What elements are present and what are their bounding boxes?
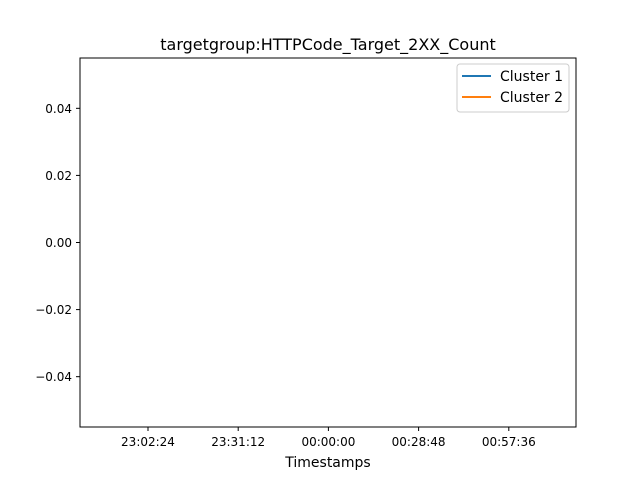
x-tick-label: 23:02:24	[121, 435, 175, 449]
y-tick-label: 0.04	[45, 102, 72, 116]
x-tick-label: 23:31:12	[211, 435, 265, 449]
legend: Cluster 1 Cluster 2	[456, 63, 570, 113]
x-axis-label: Timestamps	[284, 455, 370, 471]
x-tick-label: 00:57:36	[482, 435, 536, 449]
chart-title: targetgroup:HTTPCode_Target_2XX_Count	[160, 35, 496, 55]
x-tick-label: 00:00:00	[301, 435, 355, 449]
y-tick-label: 0.00	[45, 236, 72, 250]
legend-label-cluster-2: Cluster 2	[500, 90, 563, 106]
y-tick-label: 0.02	[45, 169, 72, 183]
y-tick-label: −0.04	[35, 370, 72, 384]
x-tick-label: 00:28:48	[392, 435, 446, 449]
y-tick-label: −0.02	[35, 303, 72, 317]
x-axis-ticks: 23:02:24 23:31:12 00:00:00 00:28:48 00:57:36	[121, 427, 536, 449]
legend-label-cluster-1: Cluster 1	[500, 69, 563, 85]
y-axis-ticks: 0.04 0.02 0.00 −0.02 −0.04	[35, 102, 80, 384]
